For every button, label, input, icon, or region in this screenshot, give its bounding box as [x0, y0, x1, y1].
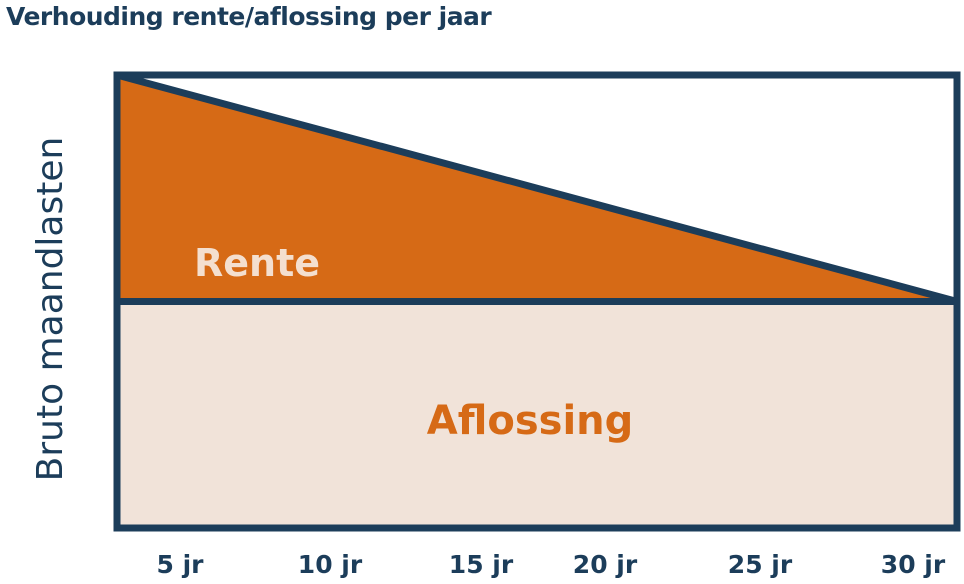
rente-label: Rente — [194, 241, 320, 285]
x-tick-label: 15 jr — [449, 550, 514, 579]
x-tick-label: 5 jr — [157, 550, 205, 579]
chart-title: Verhouding rente/aflossing per jaar — [6, 2, 492, 31]
rente-line — [113, 71, 961, 305]
y-axis-label: Bruto maandlasten — [30, 137, 71, 482]
x-tick-label: 20 jr — [573, 550, 638, 579]
x-tick-label: 25 jr — [728, 550, 793, 579]
chart-frame — [113, 71, 961, 532]
x-axis: 5 jr 10 jr 15 jr 20 jr 25 jr 30 jr — [157, 550, 946, 579]
x-tick-label: 30 jr — [881, 550, 946, 579]
aflossing-label: Aflossing — [427, 398, 634, 444]
x-tick-label: 10 jr — [298, 550, 363, 579]
plot-area: Rente Aflossing — [113, 71, 961, 532]
aflossing-area — [117, 301, 957, 528]
